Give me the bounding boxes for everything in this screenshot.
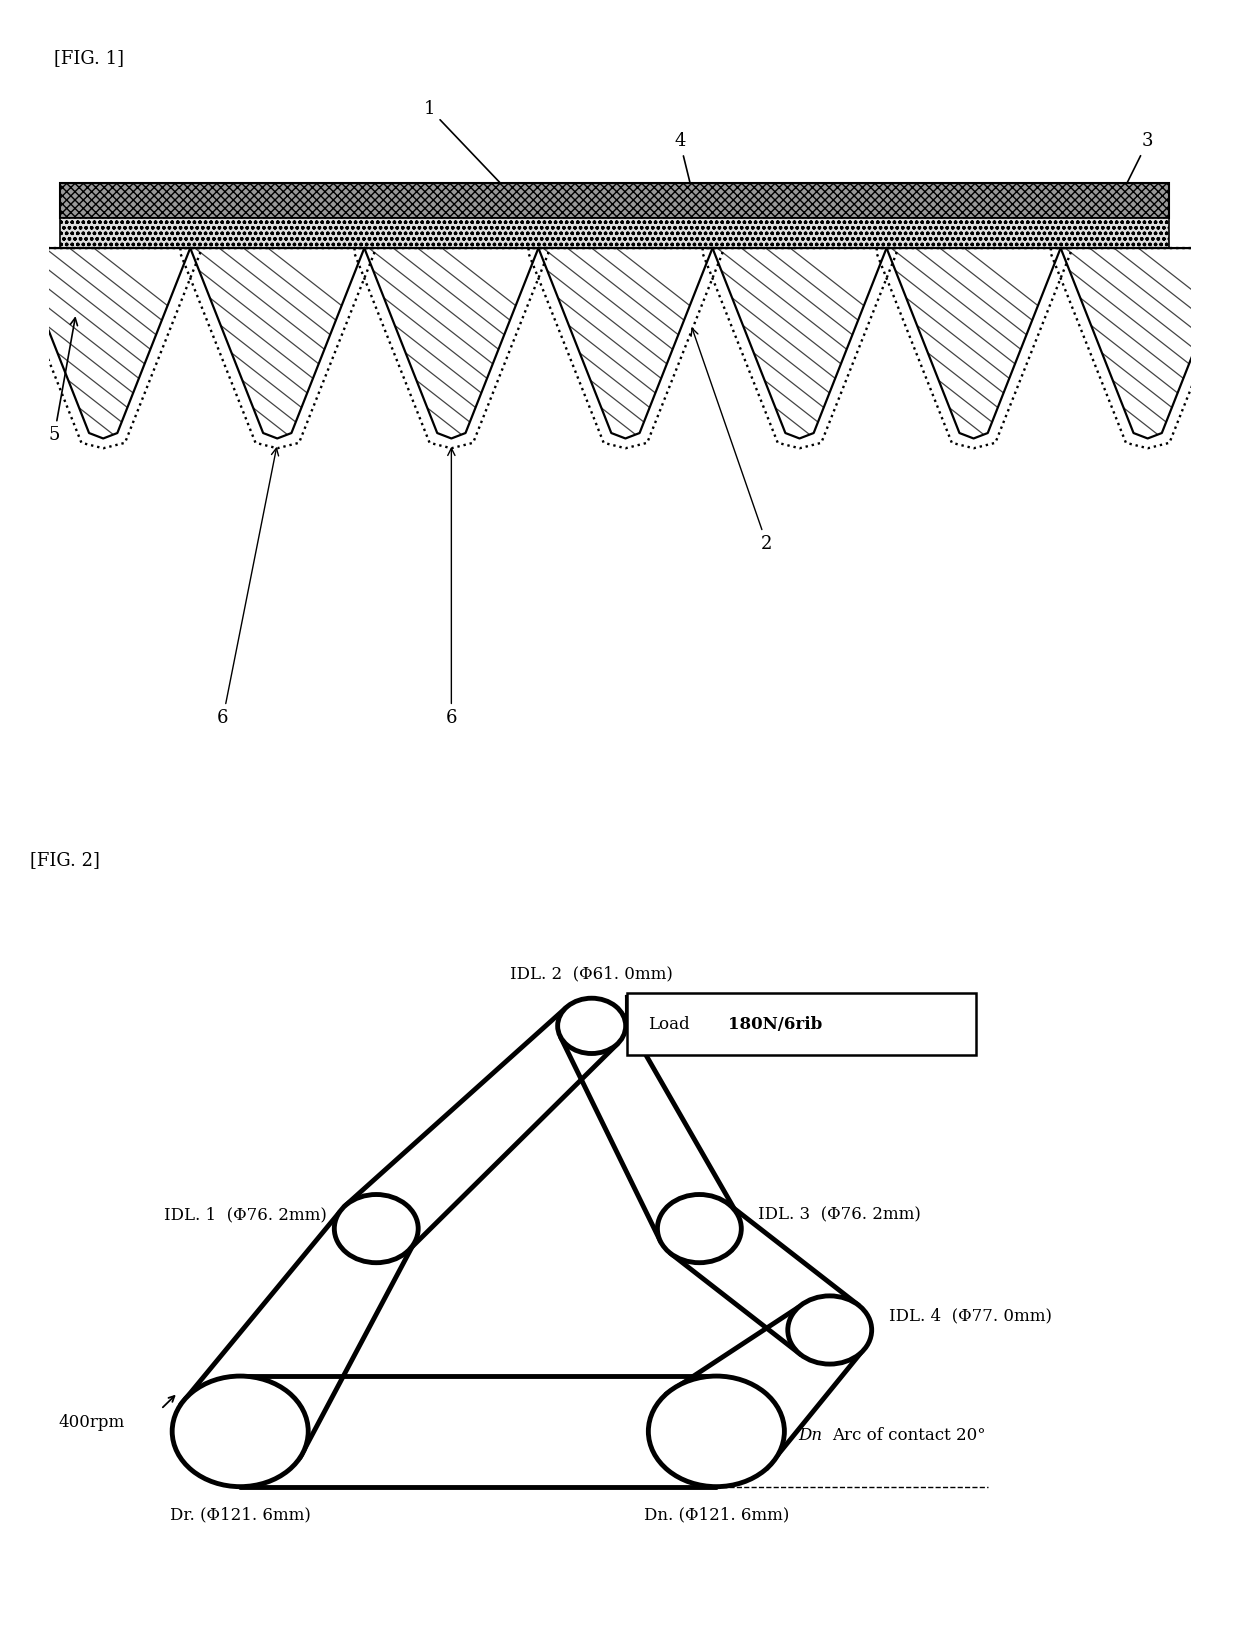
Polygon shape [887,248,1060,439]
Text: 2: 2 [691,328,773,553]
Text: [FIG. 1]: [FIG. 1] [55,49,124,67]
Text: IDL. 1  (Φ76. 2mm): IDL. 1 (Φ76. 2mm) [164,1206,327,1224]
Circle shape [787,1296,872,1364]
Polygon shape [538,248,713,439]
Circle shape [172,1376,309,1487]
Text: Dr. (Φ121. 6mm): Dr. (Φ121. 6mm) [170,1506,311,1523]
Circle shape [335,1195,418,1263]
Circle shape [657,1195,742,1263]
Polygon shape [16,248,190,439]
Text: 400rpm: 400rpm [58,1413,125,1431]
Text: [FIG. 2]: [FIG. 2] [31,850,100,868]
Text: IDL. 3  (Φ76. 2mm): IDL. 3 (Φ76. 2mm) [759,1206,921,1224]
Polygon shape [713,248,887,439]
Text: Dn: Dn [799,1428,822,1444]
Polygon shape [1060,248,1235,439]
Text: 6: 6 [217,449,279,728]
Text: Arc of contact 20°: Arc of contact 20° [832,1428,986,1444]
Polygon shape [190,248,365,439]
Text: 5: 5 [48,318,77,444]
Circle shape [649,1376,785,1487]
Text: IDL. 2  (Φ61. 0mm): IDL. 2 (Φ61. 0mm) [510,965,673,982]
Text: Dn. (Φ121. 6mm): Dn. (Φ121. 6mm) [644,1506,789,1523]
Text: 180N/6rib: 180N/6rib [728,1015,822,1033]
Text: 1: 1 [424,100,513,197]
Text: Load: Load [649,1015,689,1033]
Bar [60,217,1169,248]
Polygon shape [365,248,538,439]
FancyBboxPatch shape [626,992,976,1056]
Text: IDL. 4  (Φ77. 0mm): IDL. 4 (Φ77. 0mm) [889,1307,1052,1325]
Text: 4: 4 [675,132,702,225]
Bar [60,183,1169,217]
Text: 6: 6 [445,449,458,728]
Text: 3: 3 [1117,132,1153,202]
Circle shape [558,999,626,1054]
